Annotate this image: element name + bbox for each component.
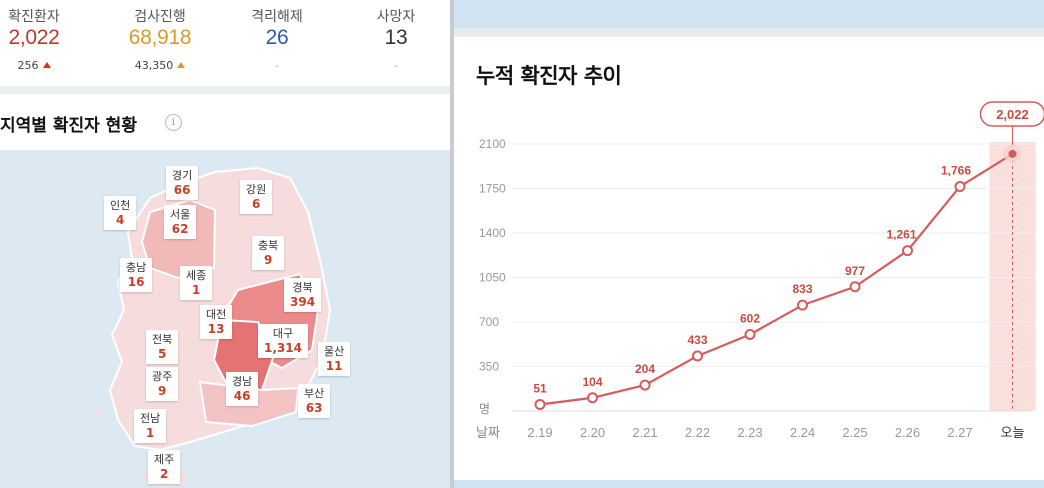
series-line — [539, 152, 1014, 406]
data-label: 602 — [740, 311, 760, 325]
cumulative-line-chart[interactable]: 2100 1750 1400 1050 700 350 명날짜 2.19 2.20 2.21 2.2… — [454, 0, 1044, 488]
stat-value: 13 — [384, 26, 408, 49]
x-tick-label: 2.21 — [632, 425, 657, 440]
region-label-daejeon[interactable]: 대전 13 — [200, 305, 233, 339]
stat-value: 26 — [265, 26, 289, 49]
stat-label: 검사진행 — [134, 9, 186, 25]
region-label-chungbuk[interactable]: 충북 9 — [252, 236, 285, 270]
data-point — [797, 299, 808, 311]
x-tick-label: 2.22 — [685, 425, 710, 440]
data-point — [849, 281, 861, 293]
y-tick-label: 1750 — [479, 182, 506, 196]
section-divider — [0, 86, 450, 94]
stat-deaths: 사망자 13 - — [341, 0, 450, 73]
data-label: 433 — [687, 333, 707, 347]
data-label: 2,022 — [996, 107, 1029, 122]
data-label: 104 — [582, 375, 602, 389]
region-status-panel: 확진환자 2,022 256 검사진행 68,918 43,350 격리해제 2… — [0, 0, 450, 488]
x-unit-label: 날짜 — [476, 425, 500, 440]
y-tick-label: 350 — [479, 360, 499, 374]
data-point — [639, 379, 651, 391]
region-label-jeju[interactable]: 제주 2 — [148, 450, 181, 484]
x-tick-label: 2.25 — [842, 425, 867, 440]
y-tick-label: 1050 — [479, 271, 506, 285]
data-point — [692, 350, 703, 362]
region-label-ulsan[interactable]: 울산 11 — [318, 342, 351, 376]
stat-label: 격리해제 — [251, 9, 303, 25]
region-label-jeonnam[interactable]: 전남 1 — [134, 409, 167, 443]
x-tick-label: 2.23 — [737, 425, 762, 440]
info-icon[interactable]: i — [165, 114, 182, 131]
region-label-chungnam[interactable]: 충남 16 — [120, 258, 153, 292]
data-point — [954, 180, 966, 192]
region-label-gyeongnam[interactable]: 경남 46 — [226, 372, 259, 406]
region-label-incheon[interactable]: 인천 4 — [104, 196, 137, 230]
y-tick-label: 2100 — [479, 137, 506, 151]
region-label-busan[interactable]: 부산 63 — [298, 384, 331, 418]
data-label: 51 — [533, 382, 547, 396]
island — [97, 409, 103, 415]
stat-label: 사망자 — [376, 9, 416, 25]
section-divider — [454, 28, 1044, 37]
data-point — [1008, 149, 1017, 158]
region-label-gyeongbuk[interactable]: 경북 394 — [284, 278, 322, 312]
data-label: 1,261 — [886, 228, 916, 242]
stat-change: 43,350 — [105, 59, 215, 73]
data-label: 833 — [792, 282, 812, 296]
stat-change: - — [275, 59, 279, 72]
stat-change: 256 — [0, 59, 89, 73]
x-tick-label: 2.26 — [895, 425, 920, 440]
x-tick-label: 오늘 — [1001, 425, 1025, 440]
y-tick-label: 1400 — [479, 226, 506, 240]
x-tick-label: 2.24 — [790, 425, 815, 440]
stat-released: 격리해제 26 - — [222, 0, 332, 73]
data-point — [744, 328, 756, 340]
y-unit-label: 명 — [479, 402, 490, 416]
cumulative-chart-panel: 누적 확진자 추이 2100 1750 1400 1050 700 350 명 날짜 2.19 2… — [454, 0, 1044, 488]
region-label-seoul[interactable]: 서울 62 — [164, 205, 197, 239]
data-point — [534, 399, 546, 411]
bottom-strip — [454, 480, 1044, 488]
data-label: 1,766 — [941, 163, 971, 177]
x-tick-label: 2.19 — [527, 425, 552, 440]
x-tick-label: 2.20 — [580, 425, 605, 440]
region-label-gwangju[interactable]: 광주 9 — [146, 367, 179, 401]
data-label: 204 — [635, 362, 655, 376]
data-point — [587, 392, 598, 404]
island — [347, 237, 353, 243]
top-strip — [454, 0, 1044, 28]
data-point — [902, 245, 913, 257]
region-label-daegu[interactable]: 대구 1,314 — [258, 324, 308, 358]
panel-divider — [450, 0, 454, 488]
up-arrow-icon — [42, 62, 51, 68]
region-section-title: 지역별 확진자 현황 — [0, 116, 137, 136]
korea-map[interactable]: 경기 66 강원 6 인천 4 서울 62 충북 9 충남 16 세종 1 경북 394 대전 1… — [0, 150, 450, 488]
callout-bubble — [979, 101, 1044, 127]
region-label-sejong[interactable]: 세종 1 — [180, 266, 213, 300]
stat-value: 2,022 — [8, 26, 60, 49]
region-label-gangwon[interactable]: 강원 6 — [240, 180, 273, 214]
region-label-gyeonggi[interactable]: 경기 66 — [166, 166, 199, 200]
data-label: 977 — [845, 264, 865, 278]
stat-value: 68,918 — [128, 26, 192, 49]
stat-confirmed: 확진환자 2,022 256 — [0, 0, 89, 73]
stat-label: 확진환자 — [8, 9, 60, 25]
region-label-jeonbuk[interactable]: 전북 5 — [146, 330, 179, 364]
chart-title: 누적 확진자 추이 — [476, 64, 622, 88]
stat-change: - — [394, 59, 398, 72]
y-tick-label: 700 — [479, 315, 499, 329]
stat-testing: 검사진행 68,918 43,350 — [105, 0, 215, 73]
x-tick-label: 2.27 — [947, 425, 972, 440]
up-arrow-icon — [177, 62, 186, 68]
